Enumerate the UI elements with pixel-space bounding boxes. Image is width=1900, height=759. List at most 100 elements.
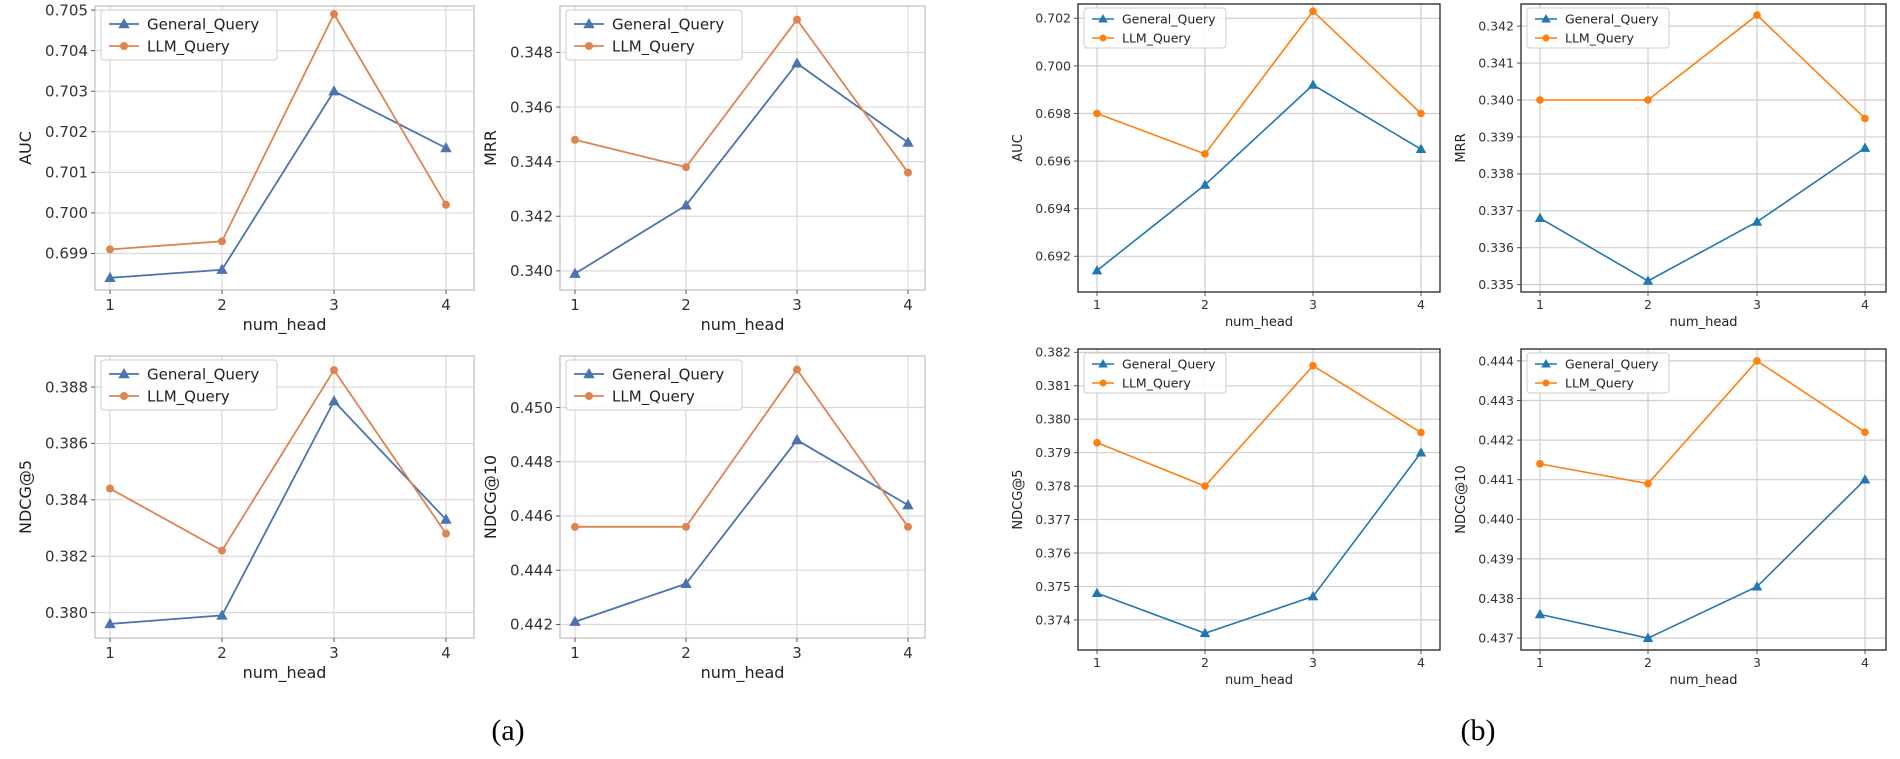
panel-b-top-right-general-query-point — [1859, 142, 1871, 152]
panel-a-bottom-right-xtick-label: 3 — [792, 644, 802, 662]
panel-a-top-left-general-query-point — [328, 85, 340, 96]
panel-b-top-right-llm-query-point — [1644, 96, 1652, 104]
panel-b-bottom-right-ytick-label: 0.444 — [1478, 353, 1514, 368]
panel-b-top-left-ytick-label: 0.702 — [1035, 11, 1071, 26]
panel-a-bottom-left-general-query-point — [328, 395, 340, 406]
panel-a-top-left-legend-label: General_Query — [147, 15, 259, 34]
panel-a-bottom-left-legend-triangle-marker — [118, 368, 130, 379]
panel-b-bottom-right-llm-query-point — [1644, 479, 1652, 488]
panel-a-bottom-right-series-general-query-line — [574, 438, 909, 623]
panel-b-bottom-left: 0.374 0.375 0.376 0.377 0.378 0.379 0.380 0.381… — [1011, 345, 1441, 688]
panel-b-bottom-right-general-query-point — [1534, 608, 1546, 619]
panel-b-bottom-right-general-query-point — [1642, 632, 1654, 642]
panel-a-top-left-frame — [94, 5, 475, 291]
panel-b-top-left-xtick-label: 1 — [1093, 297, 1101, 312]
panel-b-top-left-ytick-label: 0.696 — [1035, 153, 1071, 168]
panel-a-top-right-legend-label: General_Query — [612, 15, 724, 34]
panel-b-top-left-general-query-point — [1199, 179, 1211, 189]
panel-a-bottom-right-xtick-label: 4 — [903, 644, 913, 662]
panel-a-bottom-right-series-llm-query-line — [575, 367, 909, 528]
panel-b-top-right-legend-label: LLM_Query — [1565, 30, 1635, 45]
panel-b-bottom-left-legend-box — [1083, 352, 1227, 394]
panel-a-bottom-right: 0.442 0.444 0.446 0.448 0.450 1 2 3 4 num_head NDC… — [481, 355, 926, 683]
panel-b-bottom-left-ytick-label: 0.382 — [1035, 345, 1071, 360]
panel-b-top-left-frame — [1077, 3, 1441, 293]
panel-b-bottom-left-plot-area — [1078, 349, 1440, 650]
panel-b-bottom-left-series-llm-query-line — [1096, 364, 1422, 488]
panel-a-bottom-left-ytick-label: 0.386 — [45, 435, 88, 453]
panel-a-bottom-left-legend-box — [100, 359, 278, 411]
panel-b-top-right-legend-label: General_Query — [1565, 11, 1659, 26]
panel-b-top-left-series-general-query-line — [1096, 83, 1422, 272]
panel-a-bottom-left-llm-query-point — [330, 366, 338, 375]
panel-a-top-left-xtick-label: 2 — [217, 296, 227, 314]
panel-a-bottom-right-ylabel: NDCG@10 — [481, 455, 500, 539]
panel-b-top-right-legend-box — [1526, 7, 1670, 49]
panel-a-top-right-general-query-point — [902, 136, 914, 147]
panel-a-top-left-legend-triangle-marker — [118, 18, 130, 29]
panel-a-top-left-general-query-point — [440, 142, 452, 153]
panel-b-top-right-frame — [1520, 3, 1887, 293]
panel-a-top-right-llm-query-point — [571, 135, 579, 144]
panel-a-bottom-right-ytick-label: 0.442 — [510, 616, 553, 634]
panel-a-bottom-left-llm-query-point — [106, 484, 114, 493]
panel-b-top-left-llm-query-point — [1093, 109, 1101, 118]
panel-b-bottom-left-llm-query-point — [1309, 361, 1317, 370]
panel-a-top-right-xlabel: num_head — [701, 315, 785, 335]
panel-a-bottom-right-legend-label: General_Query — [612, 365, 724, 384]
panel-b-bottom-right-legend-label: LLM_Query — [1565, 375, 1635, 390]
panel-b-top-right-ytick-label: 0.336 — [1478, 240, 1514, 255]
panel-b-bottom-right-xtick-label: 4 — [1861, 655, 1869, 670]
panel-a-top-left-ytick-label: 0.702 — [45, 123, 88, 141]
caption-b: (b) — [1461, 714, 1496, 747]
panel-a-bottom-left-series-llm-query-line — [109, 368, 447, 552]
panel-a-top-left-ylabel: AUC — [16, 131, 35, 165]
panel-a-bottom-left-xtick-label: 4 — [441, 644, 451, 662]
panel-a-bottom-right-ytick-label: 0.448 — [510, 453, 553, 471]
panel-b-top-left-xtick-label: 3 — [1309, 297, 1317, 312]
panel-b-top-left-general-query-point — [1091, 265, 1103, 275]
panel-b-top-right-general-query-point — [1751, 216, 1763, 226]
panel-a-bottom-right-general-query-point — [680, 577, 692, 588]
panel-b-bottom-left-xlabel: num_head — [1225, 673, 1293, 688]
panel-a-top-left-ytick-label: 0.700 — [45, 204, 88, 222]
panel-a-top-right-ytick-label: 0.342 — [510, 208, 553, 226]
panel-b-bottom-right-legend-label: General_Query — [1565, 356, 1659, 371]
panel-a-bottom-left: 0.380 0.382 0.384 0.386 0.388 1 2 3 4 num_head NDC… — [16, 355, 475, 683]
panel-a-top-left-legend-label: LLM_Query — [147, 37, 230, 56]
panel-a-bottom-left-xtick-label: 2 — [217, 644, 227, 662]
panel-a-top-left-ytick-label: 0.703 — [45, 82, 88, 100]
panel-b-bottom-left-llm-query-point — [1417, 428, 1425, 437]
panel-a-top-right-llm-query-point — [904, 168, 912, 177]
panel-b-top-right-ytick-label: 0.337 — [1478, 203, 1514, 218]
panel-b-top-right-general-query-point — [1642, 275, 1654, 285]
panel-b-bottom-left-legend-label: LLM_Query — [1122, 375, 1192, 390]
panel-a-top-left-general-query-point — [216, 263, 228, 274]
panel-a-top-right-xtick-label: 2 — [681, 296, 691, 314]
panel-a-top-right-series-llm-query-line — [574, 18, 909, 174]
panel-a-bottom-left-general-query-point — [216, 609, 228, 620]
panel-b-top-left-general-query-point — [1307, 79, 1319, 89]
panel-a-top-right-general-query-point — [680, 199, 692, 210]
panel-b-bottom-right-general-query-point — [1859, 474, 1871, 484]
panel-a-top-right-xtick-label: 1 — [570, 296, 580, 314]
panel-a-top-left-ytick-label: 0.705 — [45, 1, 88, 19]
panel-b-top-left-legend-label: General_Query — [1122, 11, 1216, 26]
panel-b-top-left-xtick-label: 4 — [1417, 297, 1425, 312]
panel-b-top-right-series-general-query-line — [1539, 147, 1866, 282]
panel-b-bottom-left-general-query-point — [1415, 447, 1427, 457]
panel-a-top-left-legend-circle-marker — [120, 42, 128, 50]
panel-b-top-left: 0.692 0.694 0.696 0.698 0.700 0.702 1 2 3 4 num_he… — [1011, 3, 1441, 330]
panel-b-bottom-left-xtick-label: 2 — [1201, 655, 1209, 670]
panel-a-top-left-xtick-label: 3 — [329, 296, 339, 314]
panel-b-top-left-general-query-point — [1415, 143, 1427, 154]
panel-b-top-right-ytick-label: 0.340 — [1478, 92, 1514, 107]
panel-a-bottom-left-legend-circle-marker — [120, 392, 128, 400]
panel-a-bottom-right-general-query-point — [902, 499, 914, 510]
panel-b-top-left-series-llm-query-line — [1096, 9, 1422, 155]
panel-a-top-left-llm-query-point — [218, 237, 226, 246]
panel-a-top-left-llm-query-point — [330, 10, 338, 19]
panel-b-top-right: 0.335 0.336 0.337 0.338 0.339 0.340 0.341 0.342… — [1454, 3, 1887, 330]
panel-a-top-right-series-general-query-line — [574, 62, 909, 275]
panel-a-top-right-ytick-label: 0.348 — [510, 44, 553, 62]
